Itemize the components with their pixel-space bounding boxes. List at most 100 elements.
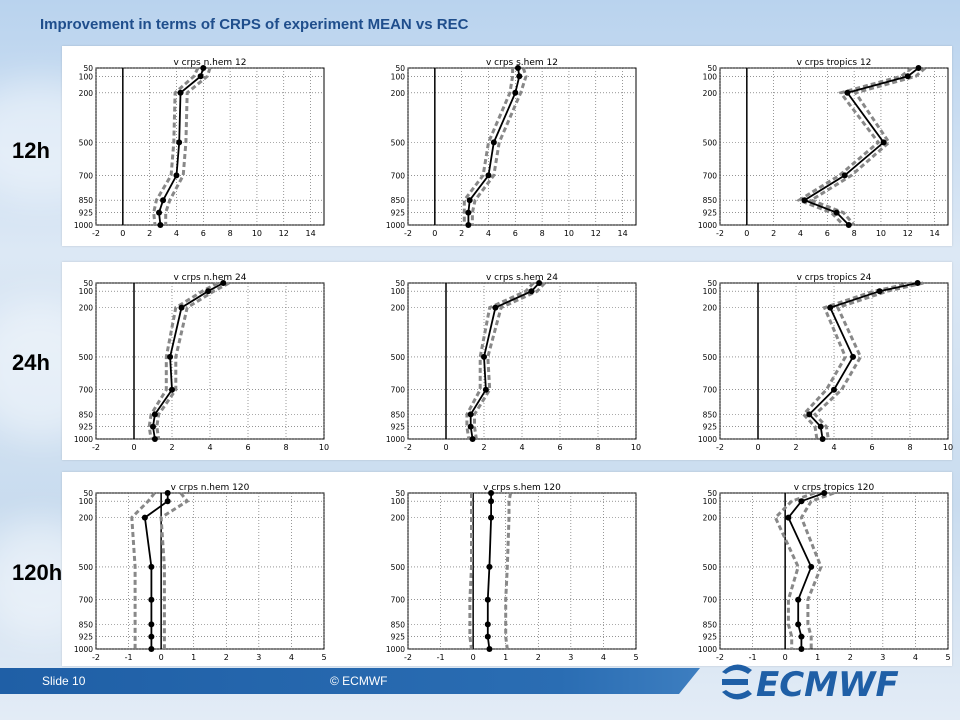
ci-upper-line [155,281,230,440]
y-tick-label: 925 [391,209,406,218]
x-tick-label: -2 [716,443,724,452]
data-point [806,411,813,418]
ci-upper-line [504,492,513,650]
data-point [488,498,495,505]
y-tick-label: 200 [79,304,94,313]
x-tick-label: 1 [503,653,508,662]
ci-upper-line [164,67,212,225]
y-tick-label: 850 [391,410,406,419]
data-point [488,490,495,496]
ci-lower-line [468,493,473,650]
data-point [512,89,519,96]
x-tick-label: 14 [305,229,315,238]
ci-lower-line [795,66,913,227]
data-point [844,89,851,96]
x-tick-label: 14 [617,229,627,238]
x-tick-label: 2 [536,653,541,662]
data-point [819,436,826,442]
x-tick-label: 10 [564,229,574,238]
data-point [484,621,491,628]
y-tick-label: 200 [703,304,718,313]
y-tick-label: 200 [391,514,406,523]
x-tick-label: 2 [793,443,798,452]
ci-lower-line [773,491,816,649]
y-tick-label: 50 [83,489,93,498]
chart-title: v crps s.hem 24 [486,273,558,283]
data-point [205,288,212,295]
y-tick-label: 850 [703,620,718,629]
y-tick-label: 1000 [386,645,405,654]
data-point [151,411,158,418]
x-tick-label: 3 [568,653,573,662]
x-tick-label: 4 [798,229,803,238]
ci-lower-line [147,281,219,440]
mean-line [802,67,920,226]
chart-title: v crps tropics 120 [794,483,875,493]
data-point [915,65,922,71]
y-tick-label: 200 [703,89,718,98]
data-point [492,304,499,311]
x-tick-label: 6 [557,443,562,452]
x-tick-label: -2 [404,229,412,238]
x-tick-label: 0 [432,229,437,238]
row-label-12h: 12h [12,138,50,163]
x-tick-label: 8 [852,229,857,238]
y-tick-label: 200 [391,89,406,98]
data-point [157,222,164,228]
x-tick-label: -2 [92,653,100,662]
x-tick-label: 6 [201,229,206,238]
data-point [469,436,476,442]
data-point [880,139,887,146]
y-tick-label: 100 [703,497,718,506]
data-point [177,89,184,96]
y-tick-label: 200 [391,304,406,313]
x-tick-label: 2 [169,443,174,452]
data-point [173,172,180,179]
data-point [169,386,175,393]
data-point [831,386,837,393]
ecmwf-logo: ECMWF [722,664,899,704]
chart-title: v crps n.hem 24 [174,273,247,283]
data-point [220,280,227,286]
x-tick-label: 2 [481,443,486,452]
data-point [516,73,523,80]
y-tick-label: 925 [703,633,718,642]
plot-frame [719,67,949,226]
x-tick-label: -2 [404,653,412,662]
y-tick-label: 850 [79,196,94,205]
chart-title: v crps s.hem 120 [483,483,561,493]
data-point [904,73,911,80]
y-tick-label: 1000 [698,221,717,230]
x-tick-label: 0 [783,653,788,662]
data-point [486,563,493,570]
x-tick-label: -2 [92,229,100,238]
x-tick-label: 2 [459,229,464,238]
data-point [178,304,185,311]
ci-lower-line [801,281,913,440]
y-tick-label: 850 [703,196,718,205]
y-tick-label: 700 [703,596,718,605]
y-tick-label: 50 [83,279,93,288]
x-tick-label: 10 [319,443,329,452]
data-point [482,386,489,393]
y-tick-label: 700 [79,171,94,180]
y-tick-label: 500 [79,138,94,147]
y-tick-label: 100 [391,287,406,296]
data-point [481,353,487,360]
x-tick-label: 14 [929,229,939,238]
x-tick-label: 0 [443,443,448,452]
y-tick-label: 50 [707,279,717,288]
data-point [484,596,491,603]
y-tick-label: 50 [395,64,405,73]
x-tick-label: 4 [601,653,606,662]
data-point [795,621,802,628]
x-tick-label: 3 [880,653,885,662]
data-point [150,423,156,430]
